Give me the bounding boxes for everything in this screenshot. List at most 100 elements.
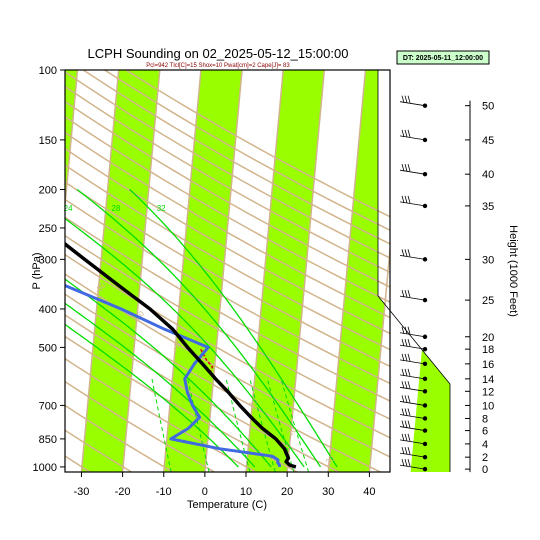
dry-adiabat	[65, 357, 257, 472]
wind-barb-flag	[404, 129, 408, 138]
wind-barb-flag	[407, 368, 411, 376]
wind-barb-flag	[401, 420, 405, 428]
wind-barb-flag	[407, 447, 411, 455]
dry-adiabat	[65, 164, 390, 351]
pressure-tick-label: 850	[39, 434, 57, 446]
pressure-tick-label: 500	[39, 342, 57, 354]
dry-adiabat	[65, 404, 174, 472]
wind-barb-flag	[401, 368, 405, 376]
wind-barb-flag	[407, 95, 411, 103]
dry-adiabat	[65, 253, 390, 439]
wind-barb-flag	[404, 353, 408, 361]
temperature-tick-label: -10	[156, 486, 172, 498]
wind-barb-flag	[407, 129, 411, 138]
temperature-tick-label: 20	[281, 486, 293, 498]
isotherm-line	[286, 70, 326, 472]
wind-barb-flag	[407, 195, 411, 204]
dry-adiabat	[65, 181, 390, 368]
temperature-profile	[65, 241, 297, 469]
wind-barb-flag	[404, 164, 408, 172]
wind-barb-flag	[407, 164, 411, 172]
wind-barb-flag	[401, 249, 405, 257]
dry-adiabat	[65, 429, 132, 472]
dry-adiabat	[65, 335, 298, 472]
wind-barb-flag	[401, 164, 405, 172]
wind-barb-flag	[404, 381, 408, 389]
wind-barb-flag	[401, 447, 405, 455]
height-tick-label: 8	[482, 413, 488, 425]
height-tick-label: 40	[482, 169, 494, 181]
temperature-tick-label: 10	[240, 486, 252, 498]
wind-level-dot	[422, 334, 428, 339]
wind-barb-flag	[404, 326, 408, 334]
wind-level-dot	[422, 441, 428, 447]
height-tick-label: 4	[482, 439, 488, 451]
wind-barb-flag	[404, 249, 408, 257]
wind-level-dot	[422, 103, 428, 108]
plot-frame	[64, 69, 391, 473]
height-tick-label: 16	[482, 359, 494, 371]
dry-adiabat	[65, 147, 390, 335]
isotherm-line	[162, 70, 202, 472]
moist-adiabat	[65, 302, 256, 468]
pressure-tick-label: 1000	[33, 462, 57, 474]
dry-adiabat	[65, 234, 390, 420]
wind-barb-flag	[401, 195, 405, 204]
dry-adiabat	[65, 273, 390, 458]
wind-barb-flag	[407, 459, 411, 467]
isotherm-band	[328, 70, 407, 472]
wind-barb-flag	[404, 368, 408, 376]
wind-barb-flag	[401, 95, 405, 103]
wind-barb-flag	[401, 290, 405, 298]
moist-adiabat	[129, 189, 338, 468]
wind-barb-flag	[401, 353, 405, 361]
wind-level-dot	[422, 389, 428, 394]
height-tick-label: 20	[482, 332, 494, 344]
moist-adiabat	[76, 188, 322, 468]
background-grid	[65, 70, 390, 472]
wind-barb-flag	[404, 447, 408, 455]
wind-barb-flag	[401, 459, 405, 467]
profiles	[65, 241, 297, 469]
wind-level-dot	[422, 171, 428, 177]
wind-barb-flag	[401, 339, 405, 347]
wind-level-dot	[422, 403, 428, 408]
wind-level-dot	[422, 137, 428, 143]
wind-barb-flag	[404, 395, 408, 403]
pressure-tick-label: 250	[39, 223, 57, 235]
dry-adiabat	[65, 216, 390, 402]
height-tick-label: 25	[482, 295, 494, 307]
chart-subtitle: Pcl=942 Tlcl[C]=15 Shox=10 Pwat[cm]=2 Ca…	[146, 63, 290, 69]
wind-barbs	[399, 95, 428, 472]
wind-barb-flag	[404, 195, 408, 204]
height-tick-label: 10	[482, 400, 494, 412]
chart-title: LCPH Sounding on 02_2025-05-12_15:00:00	[88, 46, 349, 61]
temperature-tick-label: 30	[322, 486, 334, 498]
wind-level-dot	[422, 203, 428, 209]
wind-barb-flag	[401, 433, 405, 441]
dry-adiabat	[65, 85, 390, 274]
isotherm-line	[121, 70, 161, 472]
wind-level-dot	[422, 454, 428, 460]
isotherm-line	[327, 70, 367, 472]
height-tick-label: 35	[482, 201, 494, 213]
dewpoint-profile	[65, 283, 282, 468]
wind-level-dot	[422, 297, 428, 303]
pressure-tick-label: 150	[39, 135, 57, 147]
y-axis-label: P (hPa)	[31, 252, 43, 289]
datetime-label: DT: 2025-05-11_12:00:00	[403, 55, 483, 62]
x-axis-label: Temperature (C)	[187, 499, 267, 511]
height-tick-label: 14	[482, 374, 494, 386]
wind-barb-flag	[407, 249, 411, 257]
temperature-tick-label: 40	[363, 486, 375, 498]
wind-barb-flag	[404, 339, 408, 347]
moist-adiabat-label: 28	[111, 204, 120, 213]
height-tick-label: 6	[482, 426, 488, 438]
wind-level-dot	[422, 361, 428, 367]
height-tick-label: 45	[482, 135, 494, 147]
pressure-tick-label: 300	[39, 254, 57, 266]
dry-adiabat	[65, 314, 340, 472]
moist-adiabat-label: 24	[64, 204, 73, 213]
